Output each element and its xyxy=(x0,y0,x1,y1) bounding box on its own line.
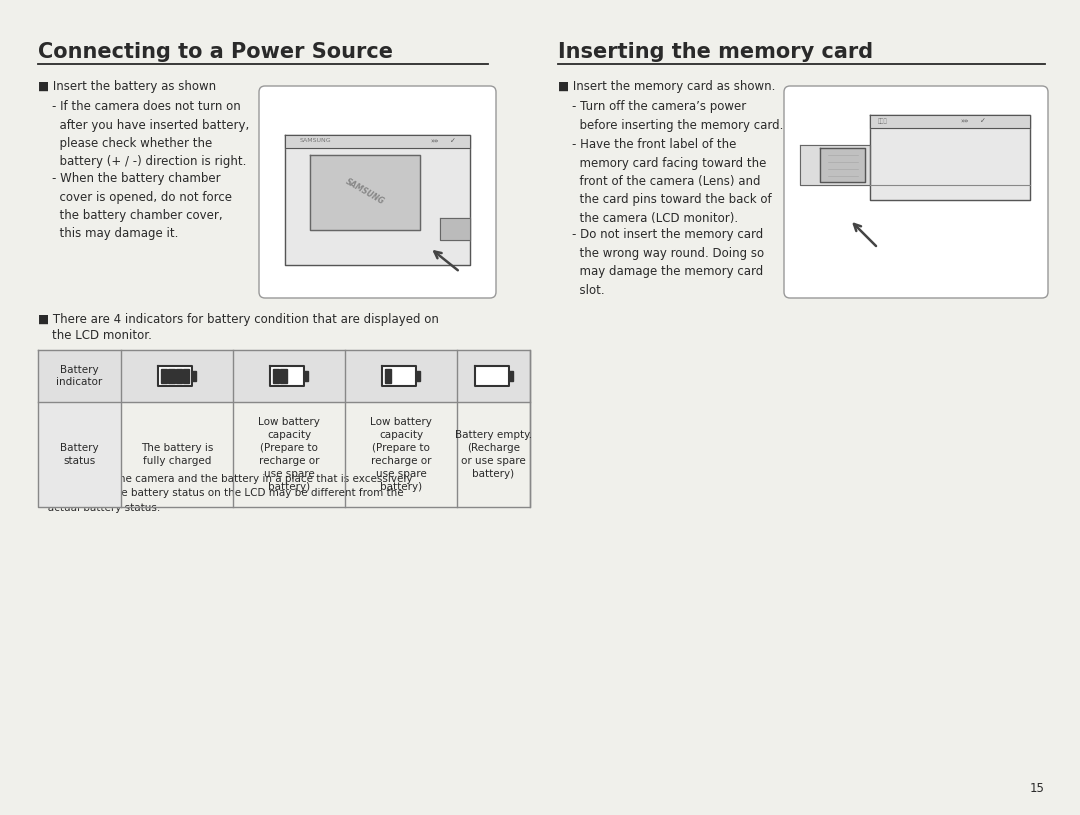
Polygon shape xyxy=(38,350,530,402)
Text: Low battery
capacity
(Prepare to
recharge or
use spare
battery): Low battery capacity (Prepare to recharg… xyxy=(370,417,432,492)
Polygon shape xyxy=(310,155,420,230)
Text: - Have the front label of the
  memory card facing toward the
  front of the cam: - Have the front label of the memory car… xyxy=(572,138,771,225)
Polygon shape xyxy=(285,135,470,148)
Polygon shape xyxy=(280,369,286,383)
Polygon shape xyxy=(273,369,280,383)
Text: Inserting the memory card: Inserting the memory card xyxy=(558,42,873,62)
Polygon shape xyxy=(161,369,167,383)
Text: The battery is
fully charged: The battery is fully charged xyxy=(140,443,213,466)
Polygon shape xyxy=(168,369,175,383)
Polygon shape xyxy=(192,371,195,381)
Polygon shape xyxy=(382,366,416,386)
Text: Connecting to a Power Source: Connecting to a Power Source xyxy=(38,42,393,62)
Text: ✓: ✓ xyxy=(980,118,986,124)
Polygon shape xyxy=(158,366,192,386)
Polygon shape xyxy=(38,402,121,507)
Text: SAMSUNG: SAMSUNG xyxy=(300,139,332,143)
Polygon shape xyxy=(474,366,509,386)
Text: Low battery
capacity
(Prepare to
recharge or
use spare
battery): Low battery capacity (Prepare to recharg… xyxy=(258,417,320,492)
Polygon shape xyxy=(800,145,870,185)
Text: Battery
indicator: Battery indicator xyxy=(56,365,103,387)
Text: ■ Insert the battery as shown: ■ Insert the battery as shown xyxy=(38,80,216,93)
Polygon shape xyxy=(303,371,308,381)
Text: ※ When using the camera and the battery in a place that is excessively
   cold o: ※ When using the camera and the battery … xyxy=(38,474,413,513)
Polygon shape xyxy=(285,135,470,265)
Text: »»: »» xyxy=(960,118,969,124)
Text: 丑丑丑: 丑丑丑 xyxy=(878,118,888,124)
Text: Battery empty.
(Recharge
or use spare
battery): Battery empty. (Recharge or use spare ba… xyxy=(455,430,532,479)
Polygon shape xyxy=(183,369,189,383)
Polygon shape xyxy=(870,115,1030,128)
Text: »»: »» xyxy=(430,138,438,144)
Text: ■ Insert the memory card as shown.: ■ Insert the memory card as shown. xyxy=(558,80,775,93)
Text: - Do not insert the memory card
  the wrong way round. Doing so
  may damage the: - Do not insert the memory card the wron… xyxy=(572,228,765,297)
Polygon shape xyxy=(270,366,303,386)
Polygon shape xyxy=(509,371,513,381)
Text: ✓: ✓ xyxy=(450,138,456,144)
Polygon shape xyxy=(384,369,391,383)
Text: the LCD monitor.: the LCD monitor. xyxy=(52,329,152,342)
Polygon shape xyxy=(416,371,420,381)
Text: - When the battery chamber
  cover is opened, do not force
  the battery chamber: - When the battery chamber cover is open… xyxy=(52,172,232,240)
Text: Battery
status: Battery status xyxy=(60,443,98,466)
Text: ■ There are 4 indicators for battery condition that are displayed on: ■ There are 4 indicators for battery con… xyxy=(38,313,438,326)
Text: SAMSUNG: SAMSUNG xyxy=(343,177,386,207)
Text: 15: 15 xyxy=(1030,782,1045,795)
Polygon shape xyxy=(440,218,470,240)
FancyBboxPatch shape xyxy=(784,86,1048,298)
Text: - If the camera does not turn on
  after you have inserted battery,
  please che: - If the camera does not turn on after y… xyxy=(52,100,249,169)
Polygon shape xyxy=(820,148,865,182)
Text: - Turn off the camera’s power
  before inserting the memory card.: - Turn off the camera’s power before ins… xyxy=(572,100,783,131)
Polygon shape xyxy=(175,369,181,383)
FancyBboxPatch shape xyxy=(259,86,496,298)
Polygon shape xyxy=(870,115,1030,200)
